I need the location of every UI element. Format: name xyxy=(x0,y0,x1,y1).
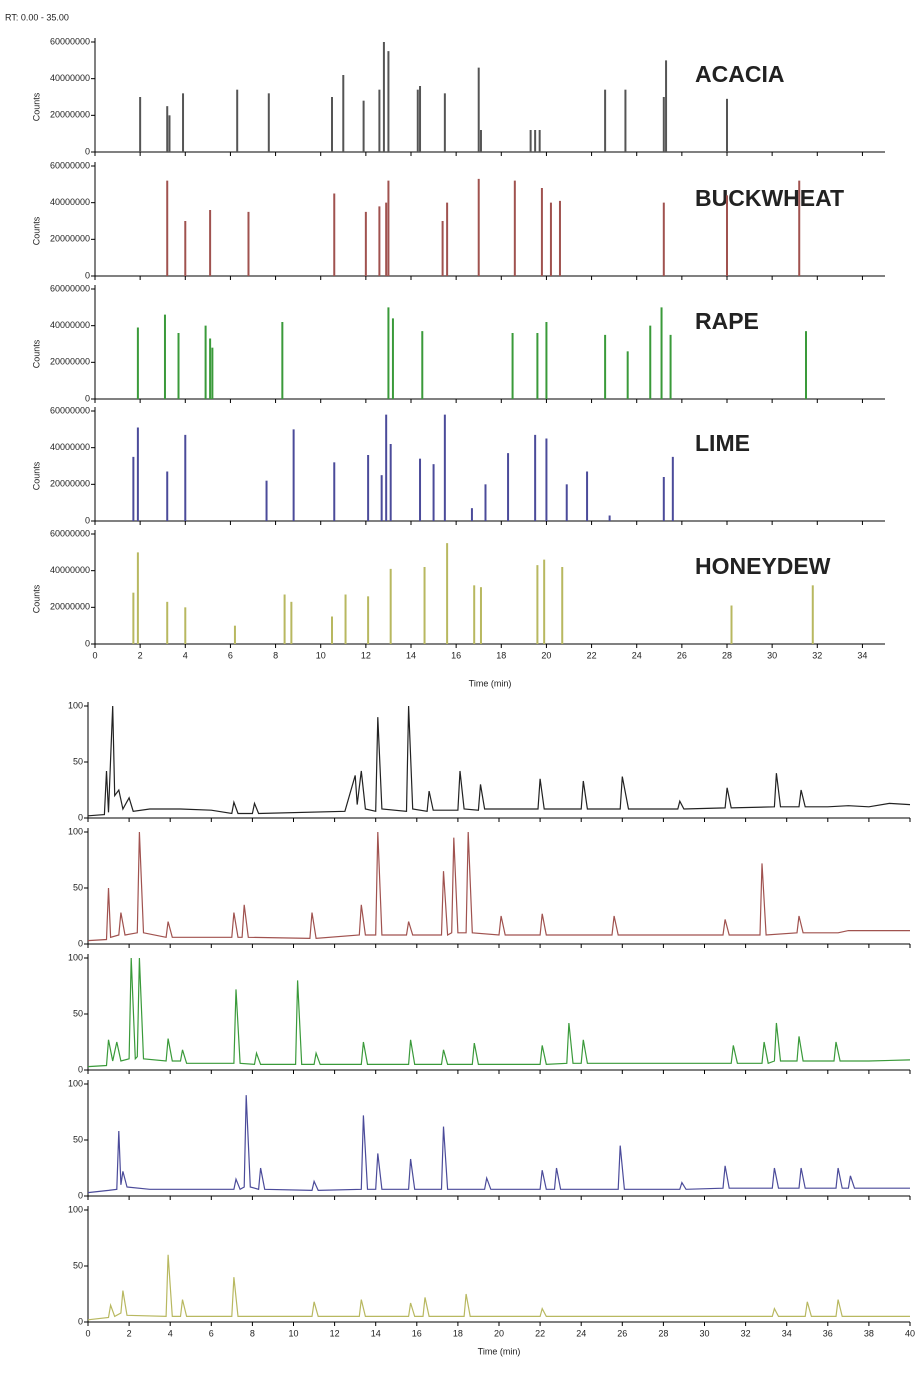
y-tick-label: 50 xyxy=(73,1260,83,1270)
x-axis-label: Time (min) xyxy=(478,1346,521,1356)
y-tick-label: 0 xyxy=(85,393,90,403)
y-tick-label: 100 xyxy=(68,700,83,710)
panel-name: RAPE xyxy=(695,308,759,334)
x-tick-label: 28 xyxy=(722,650,732,660)
x-tick-label: 36 xyxy=(823,1328,833,1338)
y-tick-label: 0 xyxy=(78,1190,83,1200)
y-tick-label: 0 xyxy=(85,638,90,648)
x-tick-label: 16 xyxy=(412,1328,422,1338)
rt-header: RT: 0.00 - 35.00 xyxy=(5,12,69,22)
y-tick-label: 100 xyxy=(68,1078,83,1088)
y-tick-label: 40000000 xyxy=(50,320,90,330)
x-tick-label: 16 xyxy=(451,650,461,660)
panel-name: BUCKWHEAT xyxy=(695,185,844,211)
x-tick-label: 20 xyxy=(541,650,551,660)
x-tick-label: 4 xyxy=(168,1328,173,1338)
y-tick-label: 20000000 xyxy=(50,234,90,244)
x-tick-label: 14 xyxy=(371,1328,381,1338)
y-tick-label: 0 xyxy=(78,938,83,948)
y-tick-label: 20000000 xyxy=(50,479,90,489)
y-tick-label: 20000000 xyxy=(50,357,90,367)
trace xyxy=(87,831,910,942)
x-tick-label: 28 xyxy=(658,1328,668,1338)
x-tick-label: 18 xyxy=(453,1328,463,1338)
y-tick-label: 0 xyxy=(78,1064,83,1074)
y-tick-label: 60000000 xyxy=(50,528,90,538)
x-tick-label: 24 xyxy=(576,1328,586,1338)
y-tick-label: 50 xyxy=(73,1008,83,1018)
y-tick-label: 20000000 xyxy=(50,602,90,612)
x-tick-label: 8 xyxy=(250,1328,255,1338)
x-tick-label: 6 xyxy=(228,650,233,660)
x-tick-label: 8 xyxy=(273,650,278,660)
x-tick-label: 12 xyxy=(330,1328,340,1338)
y-tick-label: 60000000 xyxy=(50,36,90,46)
y-tick-label: 60000000 xyxy=(50,160,90,170)
y-tick-label: 50 xyxy=(73,756,83,766)
trace xyxy=(87,957,911,1068)
y-tick-label: 100 xyxy=(68,1204,83,1214)
y-tick-label: 40000000 xyxy=(50,197,90,207)
y-tick-label: 40000000 xyxy=(50,73,90,83)
x-tick-label: 22 xyxy=(587,650,597,660)
y-tick-label: 0 xyxy=(85,146,90,156)
y-tick-label: 50 xyxy=(73,882,83,892)
x-axis-label: Time (min) xyxy=(469,678,512,688)
x-tick-label: 20 xyxy=(494,1328,504,1338)
x-tick-label: 2 xyxy=(138,650,143,660)
x-tick-label: 40 xyxy=(905,1328,915,1338)
x-tick-label: 12 xyxy=(361,650,371,660)
y-tick-label: 100 xyxy=(68,826,83,836)
panel-name: LIME xyxy=(695,430,750,456)
x-tick-label: 38 xyxy=(864,1328,874,1338)
y-axis-label: Counts xyxy=(31,92,41,121)
x-tick-label: 32 xyxy=(741,1328,751,1338)
y-tick-label: 20000000 xyxy=(50,110,90,120)
x-tick-label: 10 xyxy=(316,650,326,660)
x-tick-label: 34 xyxy=(782,1328,792,1338)
trace xyxy=(87,1095,910,1194)
x-tick-label: 34 xyxy=(857,650,867,660)
x-tick-label: 18 xyxy=(496,650,506,660)
y-tick-label: 40000000 xyxy=(50,565,90,575)
y-tick-label: 0 xyxy=(78,1316,83,1326)
x-tick-label: 22 xyxy=(535,1328,545,1338)
y-tick-label: 40000000 xyxy=(50,442,90,452)
x-tick-label: 14 xyxy=(406,650,416,660)
y-axis-label: Counts xyxy=(31,216,41,245)
y-tick-label: 0 xyxy=(85,270,90,280)
x-tick-label: 10 xyxy=(288,1328,298,1338)
y-tick-label: 60000000 xyxy=(50,283,90,293)
panel-name: HONEYDEW xyxy=(695,553,831,579)
x-tick-label: 0 xyxy=(85,1328,90,1338)
panel-name: ACACIA xyxy=(695,61,784,87)
trace xyxy=(87,1254,910,1321)
x-tick-label: 24 xyxy=(632,650,642,660)
y-tick-label: 50 xyxy=(73,1134,83,1144)
x-tick-label: 6 xyxy=(209,1328,214,1338)
y-axis-label: Counts xyxy=(31,461,41,490)
y-axis-label: Counts xyxy=(31,584,41,613)
y-tick-label: 0 xyxy=(78,812,83,822)
trace xyxy=(87,705,911,817)
y-axis-label: Counts xyxy=(31,339,41,368)
x-tick-label: 26 xyxy=(617,1328,627,1338)
x-tick-label: 0 xyxy=(92,650,97,660)
x-tick-label: 2 xyxy=(127,1328,132,1338)
x-tick-label: 30 xyxy=(767,650,777,660)
x-tick-label: 26 xyxy=(677,650,687,660)
y-tick-label: 100 xyxy=(68,952,83,962)
y-tick-label: 60000000 xyxy=(50,405,90,415)
y-tick-label: 0 xyxy=(85,515,90,525)
x-tick-label: 30 xyxy=(699,1328,709,1338)
x-tick-label: 4 xyxy=(183,650,188,660)
x-tick-label: 32 xyxy=(812,650,822,660)
